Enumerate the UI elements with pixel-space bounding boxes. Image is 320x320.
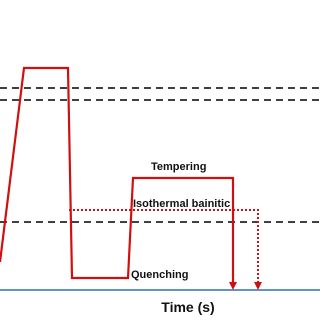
arrow-head — [254, 282, 262, 290]
quench-temper-path — [0, 66, 235, 286]
quenching-label: Quenching — [131, 269, 188, 281]
x-axis-label: Time (s) — [161, 299, 214, 315]
isothermal-label: Isothermal bainitic — [133, 198, 230, 210]
tempering-label: Tempering — [151, 161, 206, 173]
isothermal-path — [69, 209, 259, 286]
arrow-head — [229, 282, 237, 290]
